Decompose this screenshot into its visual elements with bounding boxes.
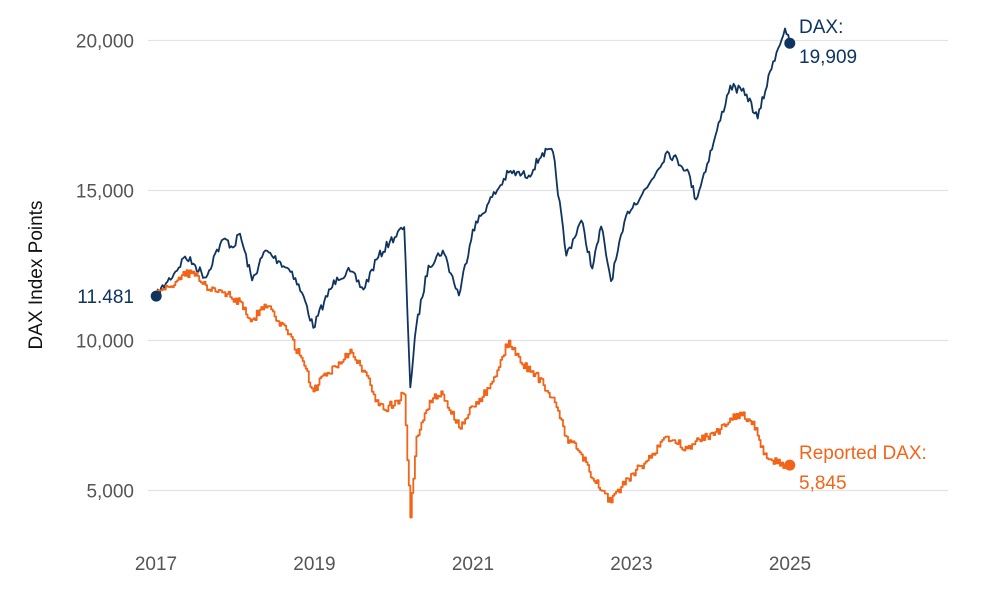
- dax-end-marker: [784, 37, 796, 49]
- end-markers: [150, 37, 796, 471]
- y-tick-label: 15,000: [76, 182, 134, 203]
- reported-dax-end-label-value: 5,845: [799, 473, 847, 494]
- start-value-label: 11.481: [77, 287, 134, 308]
- x-tick-label: 2023: [610, 554, 652, 575]
- y-tick-label: 20,000: [76, 32, 134, 53]
- start-marker: [150, 290, 162, 302]
- dax-end-label-value: 19,909: [799, 47, 857, 68]
- dax-end-label-name: DAX:: [799, 17, 843, 38]
- y-tick-label: 5,000: [86, 482, 134, 503]
- reported-dax-end-label-name: Reported DAX:: [799, 443, 927, 464]
- grid-lines: [148, 39, 948, 492]
- x-tick-label: 2019: [293, 554, 335, 575]
- reported-line: [156, 269, 791, 519]
- x-axis-ticks: 2017 2019 2021 2023 2025: [135, 554, 811, 575]
- y-tick-label: 10,000: [76, 332, 134, 353]
- reported-end-marker: [784, 459, 796, 471]
- dax-line: [155, 27, 791, 389]
- series-lines: [155, 27, 791, 519]
- x-tick-label: 2017: [135, 554, 177, 575]
- y-axis-title: DAX Index Points: [26, 201, 47, 350]
- x-tick-label: 2025: [769, 554, 811, 575]
- x-tick-label: 2021: [452, 554, 494, 575]
- y-axis-ticks: 5,000 10,000 15,000 20,000: [76, 32, 134, 503]
